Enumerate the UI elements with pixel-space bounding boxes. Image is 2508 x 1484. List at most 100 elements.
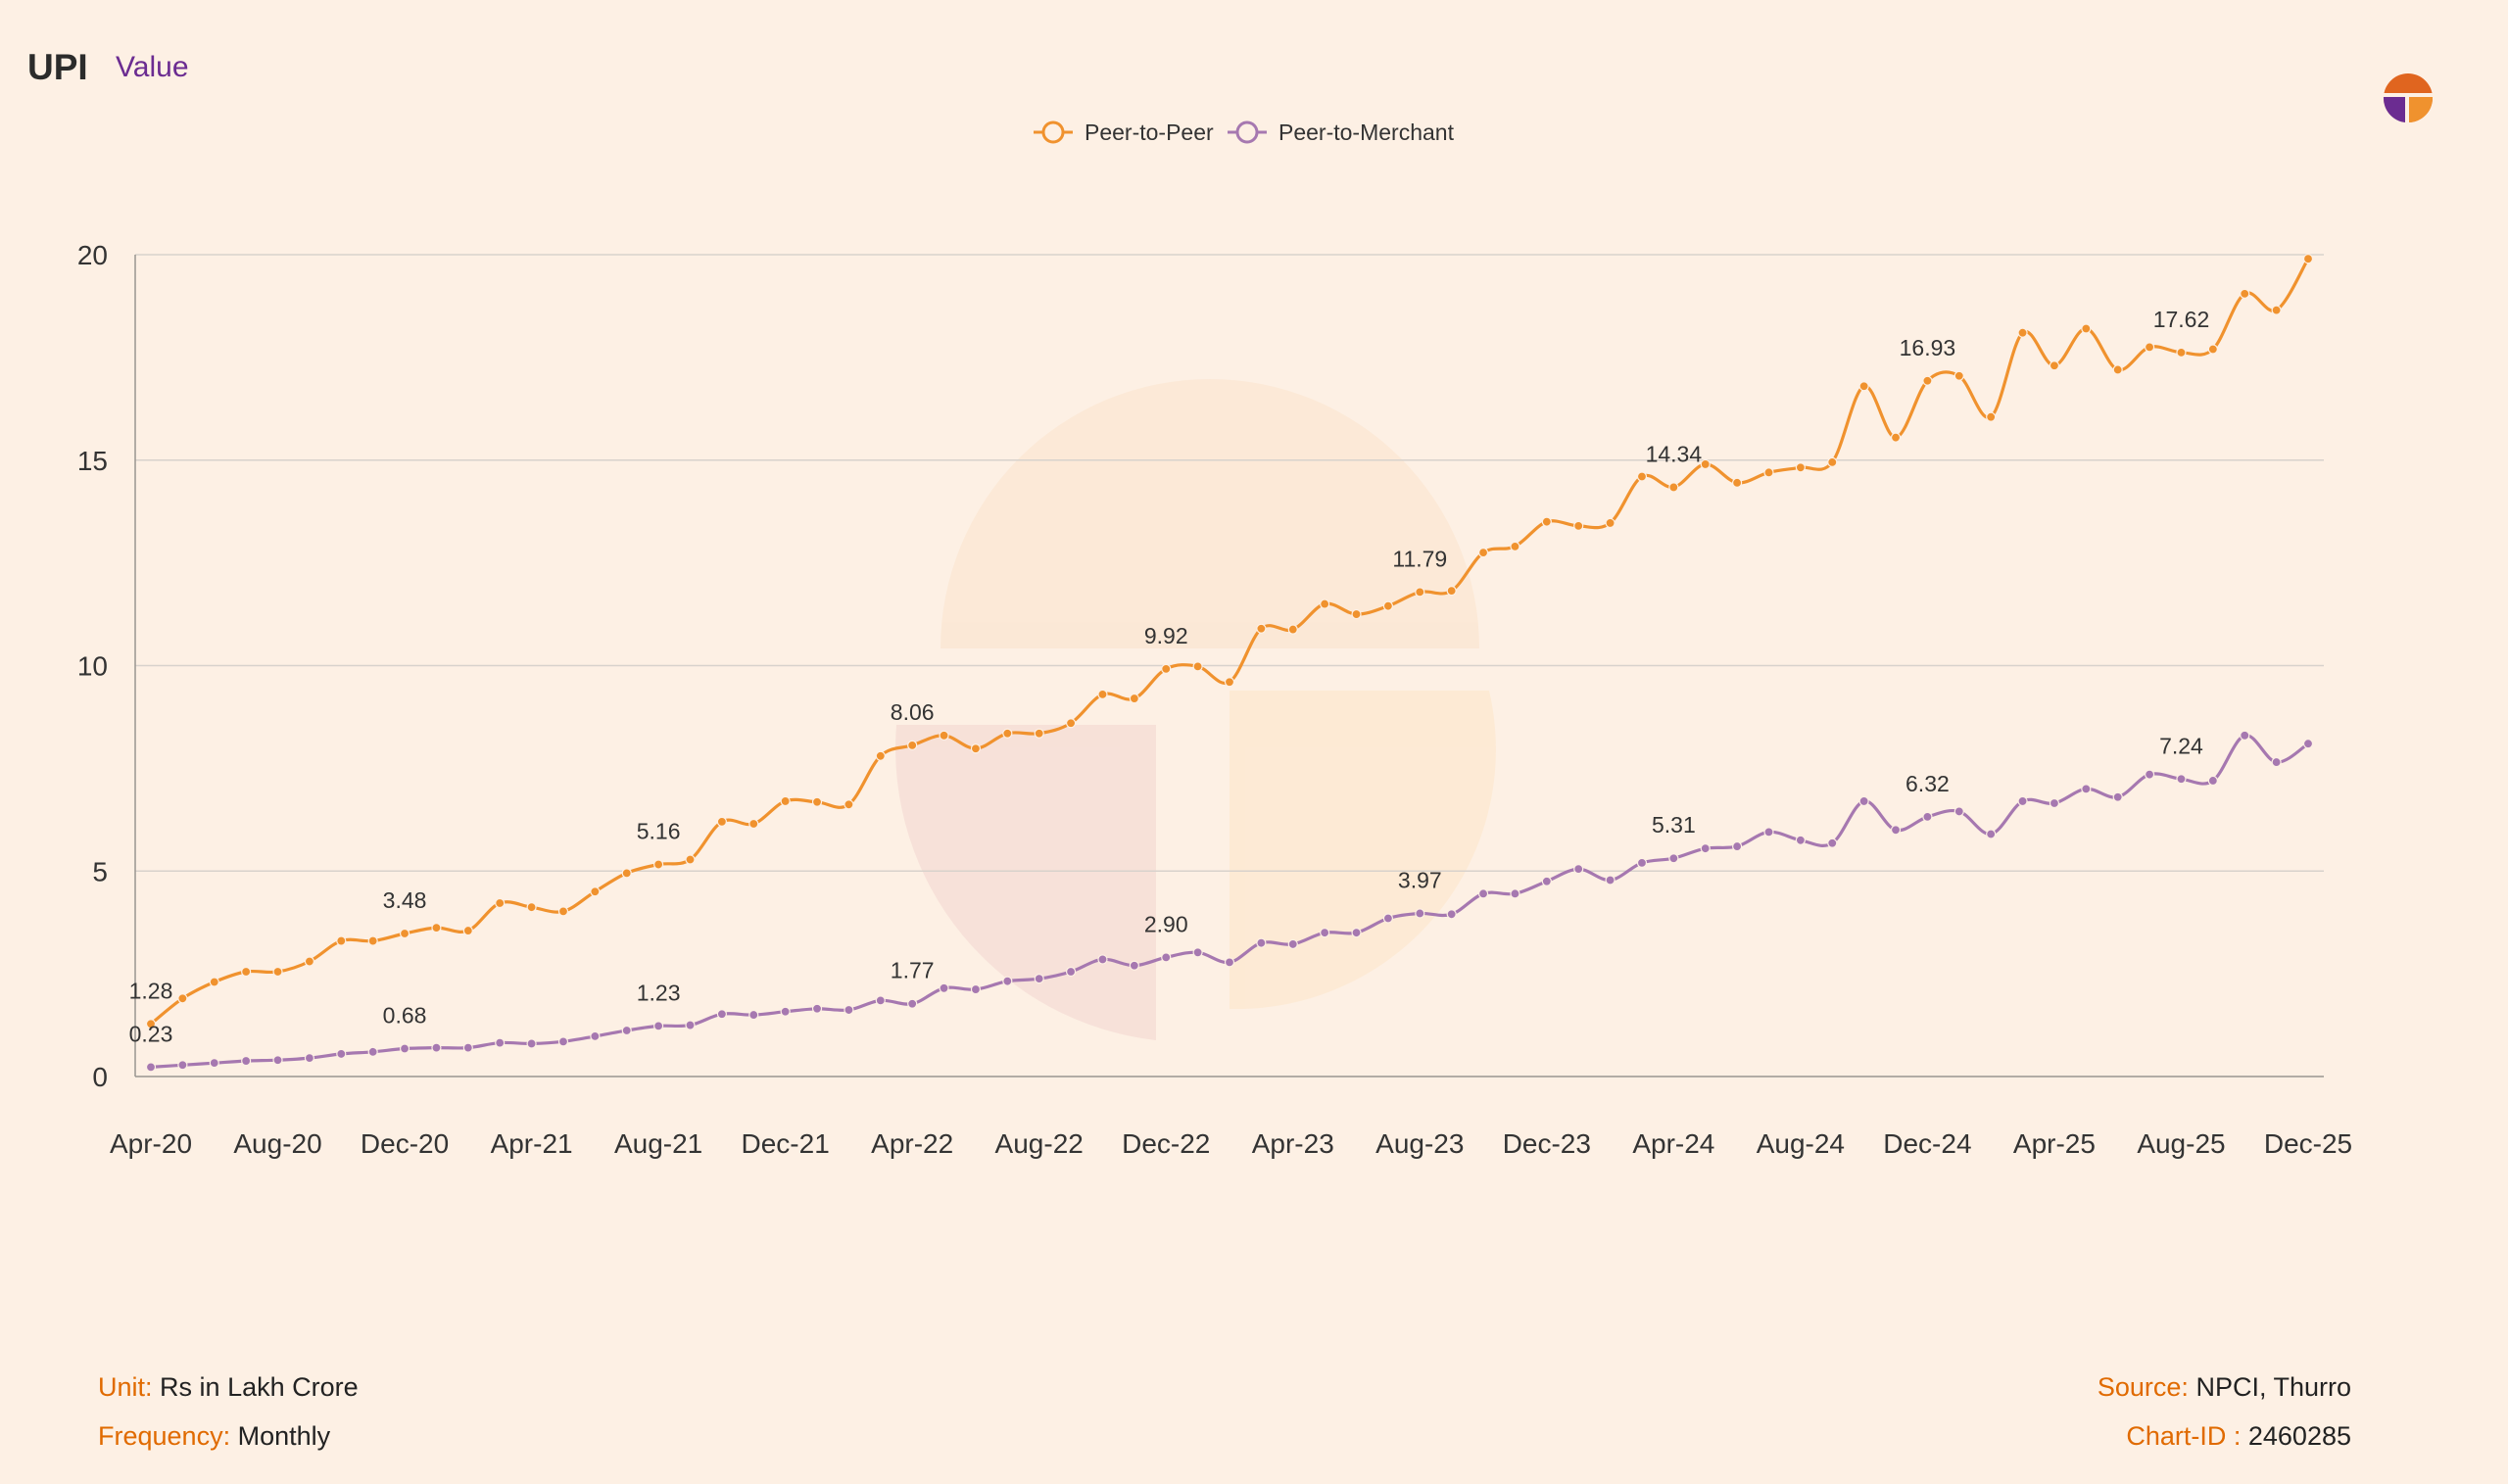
data-point-peer-to-peer[interactable]: [1541, 516, 1552, 527]
data-point-peer-to-merchant[interactable]: [875, 995, 886, 1006]
data-point-peer-to-merchant[interactable]: [1351, 928, 1362, 938]
data-point-peer-to-peer[interactable]: [2302, 254, 2314, 264]
data-point-peer-to-peer[interactable]: [1668, 482, 1679, 493]
data-point-peer-to-merchant[interactable]: [780, 1006, 791, 1017]
data-point-peer-to-merchant[interactable]: [1573, 864, 1584, 875]
data-point-peer-to-peer[interactable]: [2112, 364, 2123, 375]
data-point-peer-to-peer[interactable]: [1161, 663, 1172, 674]
data-point-peer-to-peer[interactable]: [2144, 342, 2155, 353]
data-point-peer-to-merchant[interactable]: [1510, 888, 1520, 899]
data-point-peer-to-peer[interactable]: [2081, 323, 2092, 334]
thurro-logo-icon[interactable]: [2383, 72, 2434, 123]
data-point-peer-to-peer[interactable]: [844, 799, 854, 810]
data-point-peer-to-merchant[interactable]: [1890, 825, 1902, 836]
data-point-peer-to-peer[interactable]: [1700, 458, 1711, 470]
data-point-peer-to-peer[interactable]: [241, 966, 252, 978]
data-point-peer-to-merchant[interactable]: [2176, 774, 2187, 785]
data-point-peer-to-peer[interactable]: [1795, 462, 1806, 473]
data-point-peer-to-merchant[interactable]: [2240, 730, 2250, 741]
data-point-peer-to-merchant[interactable]: [2302, 739, 2314, 749]
data-point-peer-to-merchant[interactable]: [1065, 966, 1077, 978]
data-point-peer-to-peer[interactable]: [145, 1019, 157, 1029]
data-point-peer-to-merchant[interactable]: [1002, 976, 1013, 986]
data-point-peer-to-merchant[interactable]: [2271, 756, 2282, 768]
data-point-peer-to-peer[interactable]: [1477, 548, 1489, 558]
data-point-peer-to-peer[interactable]: [177, 993, 188, 1004]
data-point-peer-to-merchant[interactable]: [1732, 840, 1743, 852]
data-point-peer-to-peer[interactable]: [1382, 600, 1394, 611]
data-point-peer-to-peer[interactable]: [1605, 517, 1616, 529]
data-point-peer-to-peer[interactable]: [1320, 598, 1330, 609]
data-point-peer-to-peer[interactable]: [336, 935, 347, 946]
data-point-peer-to-peer[interactable]: [1034, 728, 1044, 739]
data-point-peer-to-merchant[interactable]: [304, 1053, 315, 1064]
data-point-peer-to-peer[interactable]: [970, 743, 982, 754]
data-point-peer-to-merchant[interactable]: [1161, 952, 1172, 963]
data-point-peer-to-peer[interactable]: [1890, 432, 1902, 443]
data-point-peer-to-peer[interactable]: [1922, 375, 1933, 386]
data-point-peer-to-merchant[interactable]: [399, 1043, 410, 1054]
data-point-peer-to-merchant[interactable]: [1827, 838, 1838, 848]
data-point-peer-to-merchant[interactable]: [939, 982, 949, 993]
data-point-peer-to-peer[interactable]: [2176, 347, 2187, 358]
data-point-peer-to-peer[interactable]: [304, 956, 315, 967]
data-point-peer-to-merchant[interactable]: [1605, 875, 1616, 886]
data-point-peer-to-merchant[interactable]: [1256, 937, 1267, 948]
data-point-peer-to-merchant[interactable]: [907, 998, 918, 1009]
data-point-peer-to-peer[interactable]: [1446, 586, 1457, 597]
data-point-peer-to-peer[interactable]: [1097, 689, 1108, 699]
legend-item-peer-to-merchant[interactable]: Peer-to-Merchant: [1228, 120, 1455, 145]
data-point-peer-to-peer[interactable]: [1827, 456, 1838, 467]
data-point-peer-to-peer[interactable]: [495, 897, 506, 909]
data-point-peer-to-merchant[interactable]: [1986, 829, 1997, 839]
data-point-peer-to-merchant[interactable]: [1795, 835, 1806, 845]
data-point-peer-to-merchant[interactable]: [1129, 960, 1139, 971]
data-point-peer-to-peer[interactable]: [2240, 288, 2250, 299]
data-point-peer-to-merchant[interactable]: [2112, 791, 2123, 802]
data-point-peer-to-merchant[interactable]: [1953, 806, 1964, 817]
data-point-peer-to-merchant[interactable]: [2144, 769, 2155, 780]
data-point-peer-to-merchant[interactable]: [241, 1055, 252, 1067]
data-point-peer-to-peer[interactable]: [2049, 360, 2060, 371]
data-point-peer-to-merchant[interactable]: [1477, 888, 1489, 899]
data-point-peer-to-merchant[interactable]: [431, 1042, 442, 1053]
data-point-peer-to-merchant[interactable]: [2081, 784, 2092, 794]
data-point-peer-to-merchant[interactable]: [970, 983, 982, 995]
data-point-peer-to-merchant[interactable]: [177, 1060, 188, 1071]
data-point-peer-to-peer[interactable]: [1858, 381, 1869, 392]
data-point-peer-to-peer[interactable]: [590, 886, 601, 897]
data-point-peer-to-merchant[interactable]: [1668, 853, 1679, 864]
data-point-peer-to-merchant[interactable]: [716, 1009, 727, 1020]
data-point-peer-to-merchant[interactable]: [621, 1025, 632, 1036]
data-point-peer-to-merchant[interactable]: [1922, 811, 1933, 822]
data-point-peer-to-peer[interactable]: [653, 859, 664, 870]
chart-subtitle[interactable]: Value: [116, 51, 189, 83]
data-point-peer-to-peer[interactable]: [780, 795, 791, 807]
data-point-peer-to-merchant[interactable]: [748, 1009, 759, 1021]
data-point-peer-to-merchant[interactable]: [2207, 775, 2218, 787]
data-point-peer-to-merchant[interactable]: [1320, 928, 1330, 938]
data-point-peer-to-merchant[interactable]: [2049, 797, 2060, 809]
data-point-peer-to-peer[interactable]: [1129, 693, 1139, 704]
data-point-peer-to-peer[interactable]: [716, 816, 727, 828]
data-point-peer-to-peer[interactable]: [2017, 327, 2028, 338]
data-point-peer-to-peer[interactable]: [621, 868, 632, 879]
data-point-peer-to-merchant[interactable]: [367, 1046, 378, 1057]
data-point-peer-to-peer[interactable]: [1573, 520, 1584, 531]
data-point-peer-to-merchant[interactable]: [1415, 908, 1425, 919]
data-point-peer-to-peer[interactable]: [685, 854, 696, 865]
legend[interactable]: Peer-to-Peer Peer-to-Merchant: [1034, 120, 1455, 145]
data-point-peer-to-peer[interactable]: [907, 740, 918, 750]
data-point-peer-to-merchant[interactable]: [272, 1055, 283, 1066]
data-point-peer-to-merchant[interactable]: [2017, 795, 2028, 807]
data-point-peer-to-merchant[interactable]: [653, 1021, 664, 1031]
data-point-peer-to-peer[interactable]: [1224, 677, 1235, 688]
data-point-peer-to-merchant[interactable]: [462, 1042, 473, 1053]
data-point-peer-to-peer[interactable]: [1732, 477, 1743, 488]
data-point-peer-to-peer[interactable]: [526, 902, 537, 913]
data-point-peer-to-merchant[interactable]: [1858, 795, 1869, 807]
data-point-peer-to-peer[interactable]: [1636, 471, 1648, 482]
data-point-peer-to-merchant[interactable]: [495, 1037, 506, 1048]
data-point-peer-to-peer[interactable]: [939, 730, 949, 741]
data-point-peer-to-merchant[interactable]: [1382, 913, 1394, 924]
